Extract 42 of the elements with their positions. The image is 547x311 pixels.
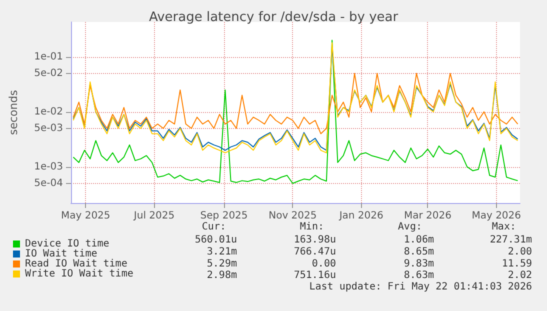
text: 227.31m <box>490 234 532 246</box>
x-tick-label: Jan 2026 <box>338 210 384 222</box>
text: 1.06m <box>404 234 434 246</box>
text: Cur: <box>202 222 226 232</box>
text: 560.01u <box>194 234 237 246</box>
x-tick-label: May 2026 <box>472 210 522 222</box>
y-tick-label: 1e-01 <box>34 51 63 62</box>
line-series <box>72 72 518 134</box>
text: 9.83m <box>404 258 434 270</box>
y-axis-title: seconds <box>7 90 20 135</box>
y-tick-label: 1e-02 <box>34 106 63 118</box>
chart-title: Average latency for /dev/sda - by year <box>148 10 399 25</box>
text: 2.00 <box>508 246 532 258</box>
y-tick-label: 1e-03 <box>34 161 63 172</box>
text: 751.16u <box>294 270 336 282</box>
text: Last update: Fri May 22 01:41:03 2026 <box>309 282 532 292</box>
legend-label: IO Wait time <box>25 248 98 260</box>
text: 8.65m <box>404 246 434 258</box>
text: 5.29m <box>206 258 237 270</box>
legend-label: Device IO time <box>25 238 110 250</box>
text: 11.59 <box>502 258 532 270</box>
y-tick-label: 5e-04 <box>34 178 63 189</box>
text: 0.00 <box>312 258 336 270</box>
x-tick-label: Jul 2025 <box>132 210 175 222</box>
x-tick-label: Sep 2025 <box>200 210 248 222</box>
text: Max: <box>492 222 516 232</box>
legend-label: Read IO Wait time <box>25 258 128 270</box>
text: 2.02 <box>508 270 532 282</box>
text: 2.98m <box>206 270 237 282</box>
text: Min: <box>300 222 324 232</box>
text: Avg: <box>398 222 422 232</box>
y-tick-label: 5e-02 <box>34 68 63 79</box>
line-series <box>72 40 518 184</box>
legend-label: Write IO Wait time <box>25 268 134 280</box>
text: 766.47u <box>294 246 336 258</box>
x-tick-label: May 2025 <box>60 210 110 222</box>
x-tick-label: Mar 2026 <box>404 210 452 222</box>
x-tick-label: Nov 2025 <box>268 210 317 222</box>
text: 3.21m <box>206 246 237 258</box>
text: 8.63m <box>404 270 434 282</box>
text: 163.98u <box>294 234 336 246</box>
y-tick-label: 5e-03 <box>34 122 63 134</box>
